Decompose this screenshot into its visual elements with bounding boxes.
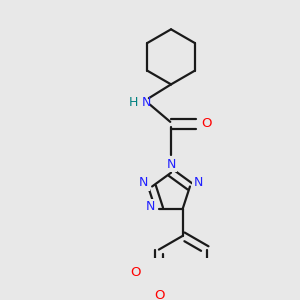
Text: N: N [166,158,176,171]
Text: H: H [129,96,138,109]
Text: N: N [142,96,151,109]
Text: O: O [154,290,165,300]
Text: O: O [201,117,211,130]
Text: O: O [130,266,140,279]
Text: N: N [139,176,148,189]
Text: N: N [146,200,156,213]
Text: N: N [194,176,203,189]
